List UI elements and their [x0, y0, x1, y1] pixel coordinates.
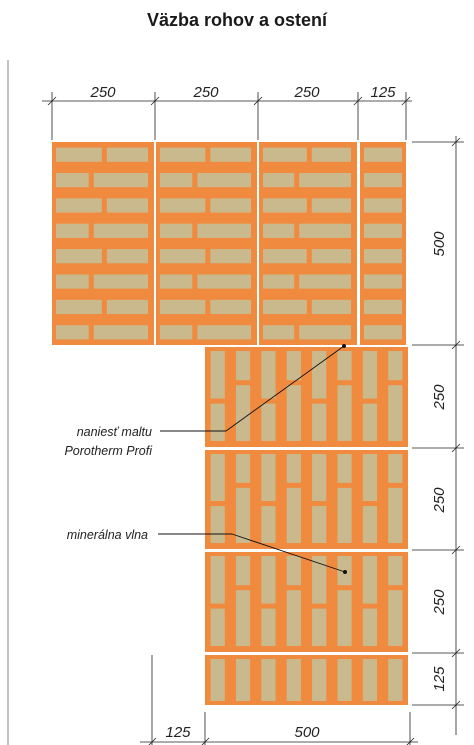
wool-label: minerálna vlna — [67, 528, 148, 542]
brick-block-column-2 — [205, 450, 408, 549]
dim-top-3: 250 — [293, 84, 320, 101]
brick-block-column-4 — [205, 655, 408, 705]
dim-right-3: 250 — [431, 487, 448, 514]
brick-block-top-2 — [156, 142, 257, 345]
mortar-label-line1: naniesť maltu — [77, 425, 152, 439]
mortar-leader-dot — [342, 344, 346, 348]
dim-top-2: 250 — [192, 84, 219, 101]
brick-block-top-1 — [52, 142, 154, 345]
wool-leader-line — [158, 533, 346, 573]
top-dimension-line — [42, 92, 412, 140]
mortar-label-line2: Porotherm Profi — [64, 444, 153, 458]
dim-top-4: 125 — [370, 84, 396, 101]
page-title: Väzba rohov a ostení — [146, 10, 328, 30]
dim-right-1: 500 — [431, 231, 448, 257]
dim-top-1: 250 — [89, 84, 116, 101]
dim-right-4: 250 — [431, 589, 448, 616]
dim-right-5: 125 — [431, 666, 448, 692]
mortar-leader-line — [160, 345, 345, 432]
brick-block-column-3 — [205, 552, 408, 652]
brick-block-column-1 — [205, 347, 408, 447]
dim-bottom-2: 500 — [294, 724, 320, 741]
right-dimension-line — [412, 136, 464, 735]
dim-bottom-1: 125 — [165, 724, 191, 741]
brick-block-top-3 — [259, 142, 357, 345]
brick-block-top-4 — [360, 142, 406, 345]
dim-right-2: 250 — [431, 384, 448, 411]
brick-blocks — [52, 142, 408, 705]
wool-leader-dot — [343, 570, 347, 574]
bottom-dimension-line — [140, 655, 418, 745]
